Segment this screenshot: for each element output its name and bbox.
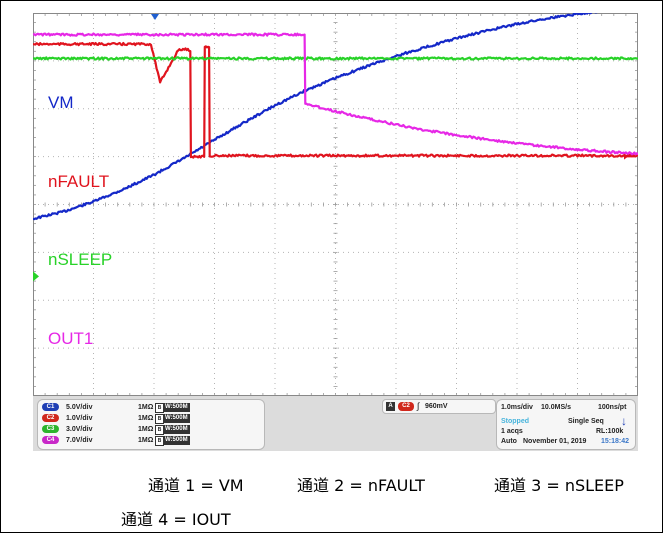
channel-row-3[interactable]: C3 3.0V/div 1MΩ B W:500M (38, 424, 264, 435)
channel-impedance: 1MΩ (138, 437, 154, 444)
oscilloscope-screen: VM nFAULT nSLEEP OUT1 (33, 13, 638, 396)
channel-badge[interactable]: C2 (42, 414, 59, 422)
channel-scale: 5.0V/div (66, 404, 93, 411)
caption-channel-2: 通道 2 = nFAULT (297, 476, 425, 495)
channel-badge[interactable]: C3 (42, 425, 59, 433)
trigger-level-arrow (624, 153, 628, 160)
timebase: 1.0ms/div (501, 404, 533, 411)
caption-channel-4: 通道 4 = IOUT (121, 510, 231, 529)
trace-out1 (33, 32, 638, 156)
trace-label-nfault: nFAULT (48, 172, 109, 191)
channel-row-2[interactable]: C2 1.0V/div 1MΩ B W:500M (38, 413, 264, 424)
channel-scale: 3.0V/div (66, 426, 93, 433)
trigger-level: 960mV (425, 403, 448, 410)
graticule (33, 13, 638, 396)
caption-channel-1: 通道 1 = VM (148, 476, 244, 495)
rising-edge-icon: ∫ (417, 401, 420, 411)
capture-date: November 01, 2019 (523, 438, 587, 445)
status-bar: C1 5.0V/div 1MΩ B W:500M C2 1.0V/div 1MΩ… (33, 396, 638, 451)
channel-impedance: 1MΩ (138, 415, 154, 422)
channel-3-ground-marker[interactable] (33, 271, 39, 282)
oscilloscope-plot: VM nFAULT nSLEEP OUT1 (33, 13, 638, 396)
figure-caption: 通道 1 = VM 通道 2 = nFAULT 通道 3 = nSLEEP 通道… (0, 462, 663, 532)
acquisition-count: 1 acqs (501, 428, 523, 435)
channel-scale: 7.0V/div (66, 437, 93, 444)
channel-row-1[interactable]: C1 5.0V/div 1MΩ B W:500M (38, 402, 264, 413)
arrow-down-icon: ↓ (621, 414, 627, 428)
trace-label-vm: VM (48, 93, 74, 112)
trace-label-out1: OUT1 (48, 329, 93, 348)
traces (33, 13, 638, 221)
trigger-position-marker[interactable] (151, 14, 159, 20)
acquisition-state: Stopped (501, 418, 529, 425)
bandwidth-value: W:500M (163, 436, 190, 445)
screen-border (33, 13, 638, 396)
trace-vm (33, 13, 598, 221)
trace-nsleep (33, 56, 638, 61)
trigger-panel[interactable]: A C2 ∫ 960mV (382, 399, 496, 414)
bandwidth-value: W:500M (163, 414, 190, 423)
channel-impedance: 1MΩ (138, 426, 154, 433)
bandwidth-value: W:500M (163, 403, 190, 412)
capture-time: 15:18:42 (601, 438, 630, 445)
sequence-mode: Single Seq (568, 418, 604, 425)
trace-label-nsleep: nSLEEP (48, 250, 112, 269)
channel-badge[interactable]: C4 (42, 436, 59, 444)
trigger-mode-badge: A (386, 402, 395, 411)
record-length: RL:100k (596, 428, 624, 435)
trigger-source-badge: C2 (398, 402, 414, 411)
markers (33, 14, 636, 282)
channel-impedance: 1MΩ (138, 404, 154, 411)
bandwidth-value: W:500M (163, 425, 190, 434)
channel-row-4[interactable]: C4 7.0V/div 1MΩ B W:500M (38, 435, 264, 446)
acquisition-panel[interactable]: 1.0ms/div 10.0MS/s 100ns/pt Stopped Sing… (496, 399, 636, 450)
trigger-auto: Auto (501, 438, 517, 445)
sample-rate: 10.0MS/s (541, 404, 571, 411)
channel-scale: 1.0V/div (66, 415, 93, 422)
channel-settings-panel: C1 5.0V/div 1MΩ B W:500M C2 1.0V/div 1MΩ… (37, 399, 265, 450)
caption-channel-3: 通道 3 = nSLEEP (494, 476, 624, 495)
channel-badge[interactable]: C1 (42, 403, 59, 411)
trace-nfault (33, 41, 638, 159)
resolution: 100ns/pt (598, 404, 627, 411)
